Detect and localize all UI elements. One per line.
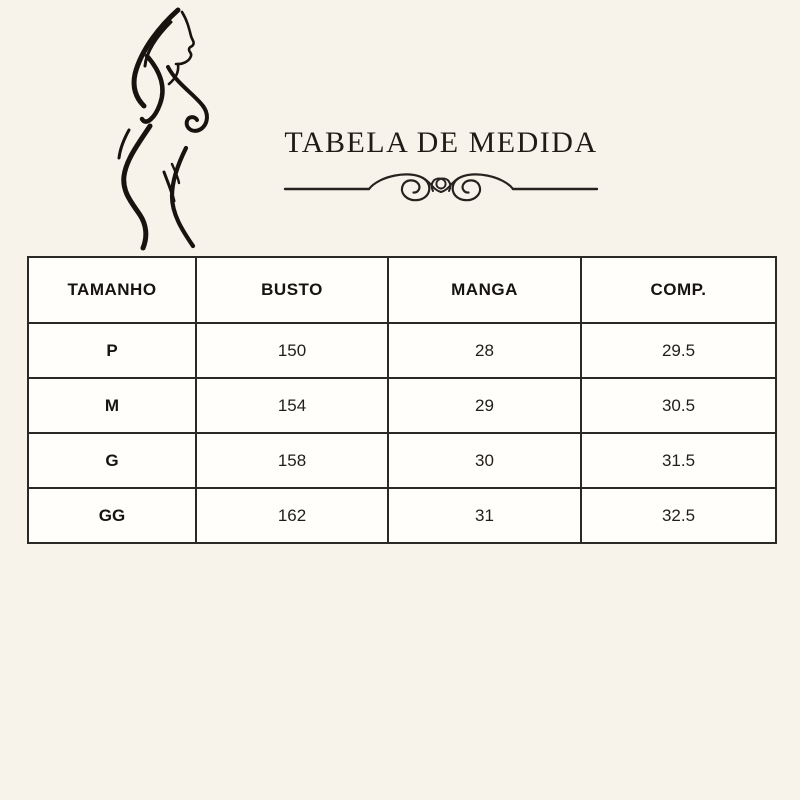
flourish-divider-icon	[278, 170, 604, 208]
size-cell: GG	[27, 487, 197, 544]
value-cell: 162	[195, 487, 389, 544]
value-cell: 31	[387, 487, 582, 544]
value-cell: 28	[387, 322, 582, 379]
size-cell: P	[27, 322, 197, 379]
table-row-gg: GG 162 31 32.5	[27, 487, 777, 544]
column-header-manga: MANGA	[387, 256, 582, 324]
value-cell: 29.5	[580, 322, 777, 379]
value-cell: 150	[195, 322, 389, 379]
table-row-g: G 158 30 31.5	[27, 432, 777, 489]
table-row-m: M 154 29 30.5	[27, 377, 777, 434]
woman-silhouette-icon	[98, 0, 226, 254]
size-cell: G	[27, 432, 197, 489]
value-cell: 32.5	[580, 487, 777, 544]
value-cell: 30.5	[580, 377, 777, 434]
value-cell: 158	[195, 432, 389, 489]
value-cell: 30	[387, 432, 582, 489]
size-cell: M	[27, 377, 197, 434]
column-header-comp: COMP.	[580, 256, 777, 324]
table-header-row: TAMANHO BUSTO MANGA COMP.	[27, 256, 777, 324]
value-cell: 31.5	[580, 432, 777, 489]
column-header-busto: BUSTO	[195, 256, 389, 324]
column-header-tamanho: TAMANHO	[27, 256, 197, 324]
table-row-p: P 150 28 29.5	[27, 322, 777, 379]
header: TABELA DE MEDIDA	[278, 126, 604, 208]
value-cell: 154	[195, 377, 389, 434]
page-title: TABELA DE MEDIDA	[284, 126, 598, 159]
value-cell: 29	[387, 377, 582, 434]
size-chart-table: TAMANHO BUSTO MANGA COMP. P 150 28 29.5 …	[27, 256, 777, 544]
